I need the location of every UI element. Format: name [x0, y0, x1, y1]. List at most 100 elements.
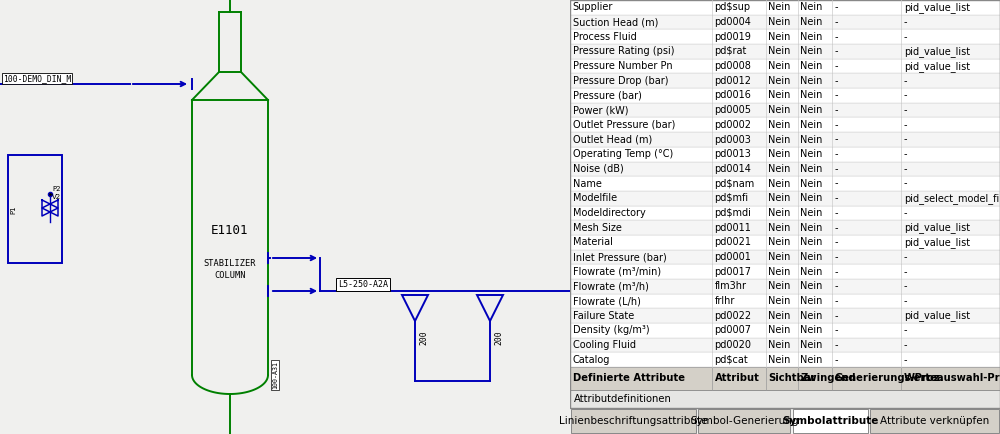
Text: Nein: Nein [800, 135, 823, 145]
Text: Modelfile: Modelfile [573, 193, 617, 203]
Text: Nein: Nein [800, 149, 823, 159]
Bar [570, 279, 1000, 294]
Text: pd$mfi: pd$mfi [714, 193, 749, 203]
Text: pd0014: pd0014 [714, 164, 751, 174]
Bar [570, 30, 1000, 44]
Bar [570, 191, 1000, 206]
FancyBboxPatch shape [870, 409, 999, 433]
Text: -: - [904, 164, 907, 174]
Text: Pressure (bar): Pressure (bar) [573, 90, 641, 100]
Text: Symbolattribute: Symbolattribute [782, 416, 878, 426]
Text: Nein: Nein [768, 355, 791, 365]
Text: -: - [835, 311, 838, 321]
Text: pd$rat: pd$rat [714, 46, 747, 56]
Bar [570, 132, 1000, 147]
Text: Density (kg/m³): Density (kg/m³) [573, 326, 649, 335]
Text: pd0007: pd0007 [714, 326, 751, 335]
Text: -: - [904, 32, 907, 42]
Text: -: - [835, 135, 838, 145]
Text: pid_value_list: pid_value_list [904, 222, 970, 233]
Text: STABILIZER: STABILIZER [204, 259, 256, 267]
Text: -: - [835, 326, 838, 335]
Bar [570, 294, 1000, 309]
Text: Cooling Fluid: Cooling Fluid [573, 340, 636, 350]
Text: Nein: Nein [800, 120, 823, 130]
Text: -: - [835, 17, 838, 27]
Text: -: - [904, 120, 907, 130]
Bar [570, 220, 1000, 235]
FancyBboxPatch shape [698, 409, 790, 433]
Text: pd0022: pd0022 [714, 311, 752, 321]
Text: -: - [904, 267, 907, 277]
Text: Supplier: Supplier [573, 2, 613, 12]
Text: Nein: Nein [800, 90, 823, 100]
Text: Nein: Nein [800, 326, 823, 335]
Text: Nein: Nein [768, 105, 791, 115]
Text: -: - [835, 252, 838, 262]
Bar [570, 235, 1000, 250]
Text: pid_value_list: pid_value_list [904, 46, 970, 57]
Bar [570, 338, 1000, 352]
Text: Nein: Nein [768, 311, 791, 321]
Bar [570, 118, 1000, 132]
Text: Linienbeschriftungsattribute: Linienbeschriftungsattribute [559, 416, 708, 426]
Text: Nein: Nein [800, 296, 823, 306]
Text: Nein: Nein [768, 296, 791, 306]
Text: pd0017: pd0017 [714, 267, 751, 277]
Text: Outlet Head (m): Outlet Head (m) [573, 135, 652, 145]
Text: Nein: Nein [768, 223, 791, 233]
Text: Zwingend: Zwingend [800, 373, 856, 384]
Text: -: - [835, 61, 838, 71]
Text: pd$nam: pd$nam [714, 178, 755, 189]
Text: Nein: Nein [768, 135, 791, 145]
Text: Suction Head (m): Suction Head (m) [573, 17, 658, 27]
Text: COLUMN: COLUMN [214, 272, 246, 280]
Bar [570, 15, 1000, 30]
Text: 200: 200 [419, 330, 428, 345]
Text: Nein: Nein [800, 164, 823, 174]
Text: -: - [904, 326, 907, 335]
Text: Nein: Nein [800, 105, 823, 115]
Text: -: - [835, 267, 838, 277]
Text: Attribute verknüpfen: Attribute verknüpfen [880, 416, 989, 426]
Bar [570, 103, 1000, 118]
Text: Nein: Nein [768, 149, 791, 159]
Text: Operating Temp (°C): Operating Temp (°C) [573, 149, 673, 159]
Bar [570, 44, 1000, 59]
Text: Failure State: Failure State [573, 311, 634, 321]
Text: Flowrate (m³/min): Flowrate (m³/min) [573, 267, 661, 277]
Text: Outlet Pressure (bar): Outlet Pressure (bar) [573, 120, 675, 130]
Bar [570, 323, 1000, 338]
Text: pid_value_list: pid_value_list [904, 2, 970, 13]
Text: -: - [904, 105, 907, 115]
Text: 100-A31: 100-A31 [272, 361, 278, 389]
Text: pd0002: pd0002 [714, 120, 751, 130]
Text: Catalog: Catalog [573, 355, 610, 365]
Text: -: - [835, 178, 838, 189]
Text: Nein: Nein [800, 281, 823, 291]
Text: Modeldirectory: Modeldirectory [573, 208, 645, 218]
Text: E1101: E1101 [211, 224, 249, 237]
Bar [570, 250, 1000, 264]
Text: Nein: Nein [768, 178, 791, 189]
Text: pd0016: pd0016 [714, 90, 751, 100]
Text: Nein: Nein [800, 340, 823, 350]
Text: Nein: Nein [768, 326, 791, 335]
Text: Nein: Nein [768, 267, 791, 277]
Text: -: - [835, 208, 838, 218]
Text: Nein: Nein [800, 252, 823, 262]
Text: Nein: Nein [800, 2, 823, 12]
Text: V2: V2 [52, 194, 61, 200]
Bar [570, 161, 1000, 176]
Text: Process Fluid: Process Fluid [573, 32, 636, 42]
Text: Pressure Drop (bar): Pressure Drop (bar) [573, 76, 668, 86]
Text: Pressure Number Pn: Pressure Number Pn [573, 61, 672, 71]
Text: Power (kW): Power (kW) [573, 105, 628, 115]
Text: -: - [835, 46, 838, 56]
Bar [570, 352, 1000, 367]
Text: -: - [835, 149, 838, 159]
Text: Nein: Nein [800, 311, 823, 321]
Text: -: - [835, 355, 838, 365]
Text: frlhr: frlhr [714, 296, 735, 306]
Text: pid_value_list: pid_value_list [904, 237, 970, 248]
